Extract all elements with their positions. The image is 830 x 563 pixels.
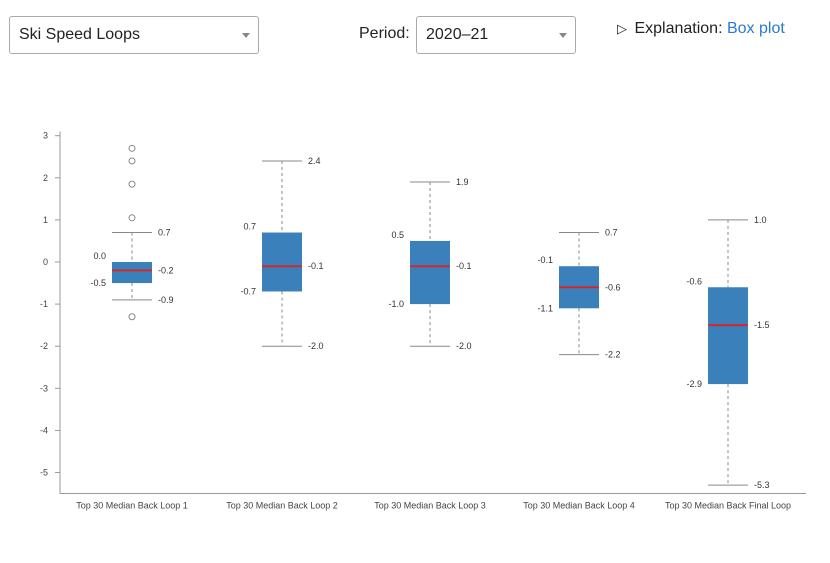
period-select-value: 2020–21 <box>426 26 489 43</box>
outlier-point <box>128 144 136 152</box>
iqr-box <box>708 287 748 385</box>
play-triangle-icon: ▷ <box>617 21 627 36</box>
chevron-down-icon <box>559 33 567 38</box>
whisker-high-label: 1.9 <box>456 177 469 187</box>
q3-label: 0.5 <box>391 230 404 240</box>
period-label: Period: <box>359 25 410 42</box>
q1-label: -1.0 <box>388 299 404 309</box>
period-select[interactable]: 2020–21 <box>416 16 576 54</box>
box-group: 0.7 -0.6 -2.2 -0.1 -1.1 Top 30 Median Back Lo… <box>523 228 635 511</box>
q1-label: -2.9 <box>686 379 702 389</box>
iqr-box <box>262 232 302 292</box>
y-tick-label: 2 <box>43 173 48 183</box>
outlier-point <box>128 214 136 222</box>
chevron-down-icon <box>242 33 250 38</box>
y-tick-label: -3 <box>40 383 48 393</box>
y-tick-label: 0 <box>43 257 48 267</box>
whisker-high-label: 1.0 <box>754 215 767 225</box>
whisker-low-label: -2.0 <box>308 341 324 351</box>
outlier-point <box>128 180 136 188</box>
q1-label: -0.7 <box>240 286 256 296</box>
y-tick-label: 3 <box>43 131 48 141</box>
whisker-high-label: 2.4 <box>308 156 321 166</box>
category-label: Top 30 Median Back Loop 3 <box>374 501 486 511</box>
outlier-point <box>128 157 136 165</box>
q3-label: -0.6 <box>686 276 702 286</box>
explanation-label: Explanation: <box>634 20 723 37</box>
metric-select-value: Ski Speed Loops <box>19 26 140 43</box>
explanation[interactable]: ▷ Explanation: Box plot <box>617 20 785 38</box>
q1-label: -1.1 <box>537 303 553 313</box>
category-label: Top 30 Median Back Loop 1 <box>76 501 188 511</box>
y-tick-label: -1 <box>40 299 48 309</box>
box-group: 1.9 -0.1 -2.0 0.5 -1.0 Top 30 Median Back Loo… <box>374 177 486 511</box>
q3-label: 0.7 <box>243 222 256 232</box>
iqr-box <box>410 240 450 305</box>
category-label: Top 30 Median Back Loop 2 <box>226 501 338 511</box>
box-group: 0.7 -0.2 -0.9 0.0 -0.5 Top 30 Median Back Loo… <box>76 144 188 511</box>
median-label: -0.1 <box>456 261 472 271</box>
metric-select[interactable]: Ski Speed Loops <box>9 16 259 54</box>
whisker-high-label: 0.7 <box>158 228 171 238</box>
iqr-box <box>112 262 152 284</box>
whisker-low-label: -0.9 <box>158 295 174 305</box>
y-tick-label: 1 <box>43 215 48 225</box>
y-tick-label: -4 <box>40 425 48 435</box>
whisker-low-label: -2.2 <box>605 350 621 360</box>
whisker-low-label: -2.0 <box>456 341 472 351</box>
median-label: -0.1 <box>308 261 324 271</box>
median-label: -0.6 <box>605 282 621 292</box>
median-label: -0.2 <box>158 265 174 275</box>
box-group: 1.0 -1.5 -5.3 -0.6 -2.9 Top 30 Median Back Fi… <box>665 215 791 511</box>
q3-label: -0.1 <box>537 255 553 265</box>
y-tick-label: -2 <box>40 341 48 351</box>
y-tick-label: -5 <box>40 468 48 478</box>
whisker-high-label: 0.7 <box>605 228 618 238</box>
q1-label: -0.5 <box>90 278 106 288</box>
outlier-point <box>128 313 136 321</box>
category-label: Top 30 Median Back Final Loop <box>665 501 791 511</box>
median-label: -1.5 <box>754 320 770 330</box>
box-plot-link[interactable]: Box plot <box>726 20 785 37</box>
whisker-low-label: -5.3 <box>754 480 770 490</box>
box-group: 2.4 -0.1 -2.0 0.7 -0.7 Top 30 Median Back Loo… <box>226 156 338 511</box>
category-label: Top 30 Median Back Loop 4 <box>523 501 635 511</box>
q3-label: 0.0 <box>93 251 106 261</box>
